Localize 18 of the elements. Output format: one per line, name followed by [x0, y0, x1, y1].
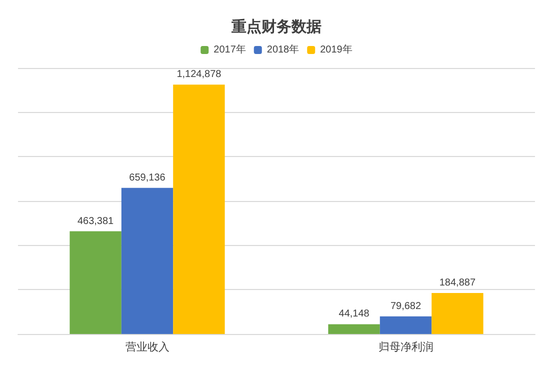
- chart-title: 重点财务数据: [230, 18, 322, 36]
- bar: [121, 188, 174, 334]
- legend-label: 2019年: [320, 44, 352, 56]
- legend-label: 2018年: [266, 44, 300, 56]
- legend-label: 2017年: [214, 44, 246, 56]
- data-label: 184,887: [439, 278, 476, 289]
- x-tick-label: 归母净利润: [378, 340, 434, 354]
- data-label: 1,124,878: [176, 69, 222, 80]
- bar: [173, 84, 225, 334]
- data-label: 659,136: [129, 172, 166, 184]
- data-label: 79,682: [390, 300, 422, 312]
- data-label: 44,148: [338, 308, 370, 320]
- x-tick-label: 营业收入: [125, 340, 170, 354]
- bar: [380, 316, 432, 334]
- bar: [328, 324, 380, 334]
- bar: [432, 293, 484, 334]
- bar: [70, 231, 122, 334]
- data-label: 463,381: [77, 216, 114, 227]
